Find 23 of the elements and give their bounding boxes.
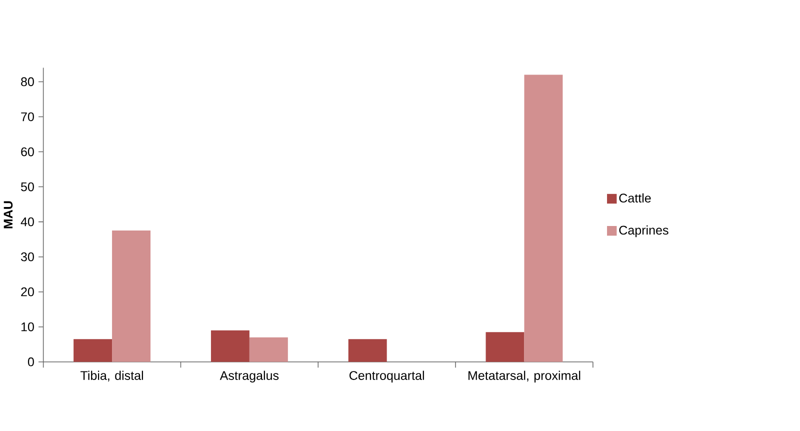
y-tick-label: 80: [21, 78, 34, 86]
legend-label: Cattle: [619, 194, 651, 203]
y-axis-title: MAU: [4, 202, 13, 228]
y-tick-label: 60: [21, 148, 34, 156]
bar: [74, 339, 112, 362]
x-tick-label: Centroquartal: [350, 370, 424, 383]
y-tick-label: 10: [21, 322, 34, 332]
x-tick-label: Tibia, distal: [80, 370, 143, 382]
bar: [524, 74, 563, 362]
bar: [210, 330, 250, 362]
y-tick-label: 70: [21, 112, 34, 122]
bar: [112, 230, 151, 362]
y-tick-label: 20: [21, 288, 34, 296]
y-tick-label: 40: [20, 218, 34, 226]
legend-label: Caprines: [619, 226, 668, 238]
y-tick-label: 0: [28, 358, 34, 367]
y-tick-label: 30: [20, 252, 34, 262]
bar: [249, 338, 288, 362]
bar: [486, 332, 524, 362]
x-tick-label: Metatarsal, proximal: [468, 370, 580, 383]
y-tick-label: 50: [21, 182, 34, 192]
x-tick-label: Astragalus: [220, 370, 279, 383]
bar: [348, 339, 387, 362]
